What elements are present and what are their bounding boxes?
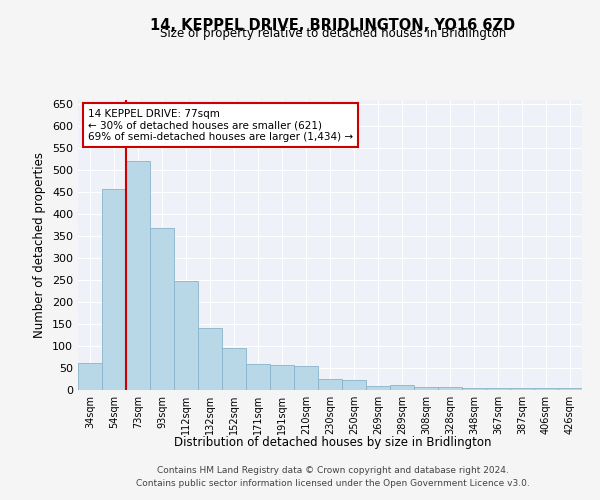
Bar — [294, 366, 318, 390]
Bar — [246, 364, 270, 390]
Y-axis label: Number of detached properties: Number of detached properties — [34, 152, 46, 338]
Text: 14, KEPPEL DRIVE, BRIDLINGTON, YO16 6ZD: 14, KEPPEL DRIVE, BRIDLINGTON, YO16 6ZD — [151, 18, 515, 32]
Text: Contains HM Land Registry data © Crown copyright and database right 2024.
Contai: Contains HM Land Registry data © Crown c… — [136, 466, 530, 487]
Bar — [534, 388, 558, 390]
Bar — [126, 161, 150, 390]
Bar — [174, 282, 198, 390]
Text: Size of property relative to detached houses in Bridlington: Size of property relative to detached ho… — [160, 28, 506, 40]
Bar — [342, 380, 366, 390]
Bar — [150, 228, 174, 390]
Text: 14 KEPPEL DRIVE: 77sqm
← 30% of detached houses are smaller (621)
69% of semi-de: 14 KEPPEL DRIVE: 77sqm ← 30% of detached… — [88, 108, 353, 142]
Bar — [438, 388, 462, 390]
Bar — [486, 388, 510, 390]
Bar — [558, 388, 582, 390]
Bar — [462, 388, 486, 390]
Bar — [198, 328, 222, 390]
Bar — [270, 365, 294, 390]
Bar — [102, 189, 126, 390]
Bar — [366, 386, 390, 390]
Bar — [222, 348, 246, 390]
Bar — [318, 379, 342, 390]
Bar — [78, 363, 102, 390]
Text: Distribution of detached houses by size in Bridlington: Distribution of detached houses by size … — [174, 436, 492, 449]
Bar — [510, 388, 534, 390]
Bar — [414, 387, 438, 390]
Bar — [390, 385, 414, 390]
